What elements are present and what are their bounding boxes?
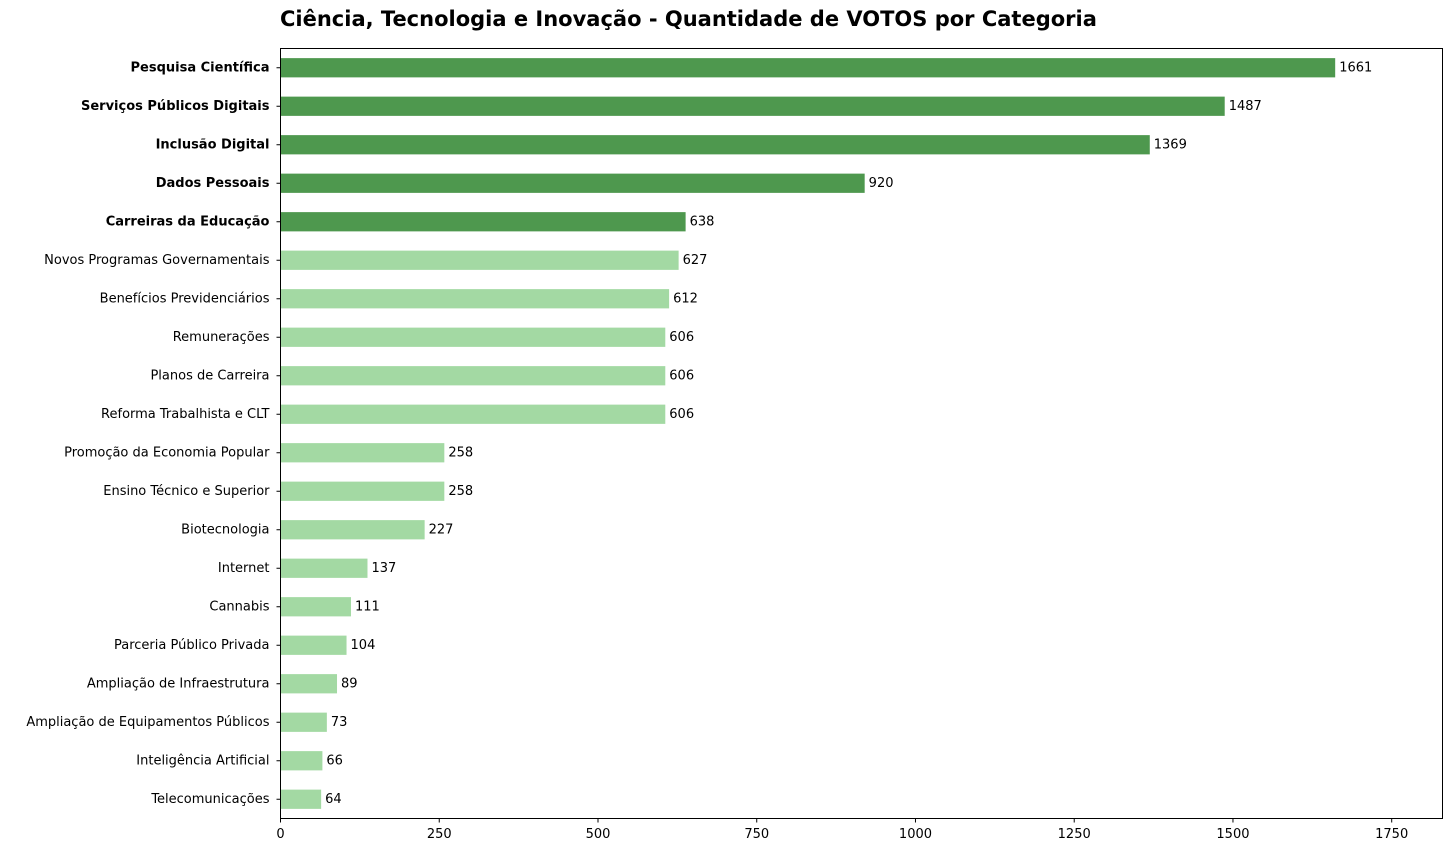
value-label: 258: [448, 484, 473, 499]
value-label: 612: [673, 291, 698, 306]
x-tick-label: 0: [276, 827, 284, 842]
category-label: Novos Programas Governamentais: [44, 253, 270, 268]
category-label: Internet: [218, 561, 270, 576]
category-label: Ampliação de Equipamentos Públicos: [26, 715, 269, 730]
plot-frame: [280, 48, 1443, 819]
category-label: Biotecnologia: [181, 522, 269, 537]
bar: [280, 674, 338, 694]
category-label: Inclusão Digital: [156, 137, 270, 152]
category-label: Promoção da Economia Popular: [64, 445, 270, 460]
bar: [280, 597, 351, 617]
value-label: 66: [326, 753, 343, 768]
x-tick-label: 1000: [899, 827, 932, 842]
x-tick-label: 1500: [1216, 827, 1249, 842]
bar: [280, 96, 1225, 116]
value-label: 89: [341, 676, 358, 691]
bar: [280, 327, 666, 347]
x-tick-label: 250: [427, 827, 452, 842]
bar: [280, 712, 327, 732]
bar: [280, 366, 666, 386]
x-axis: 0 250 500 750 1000 1250 1500 1750: [276, 67, 1408, 842]
value-label: 1487: [1229, 99, 1262, 114]
value-label: 1661: [1339, 60, 1372, 75]
bar: [280, 404, 666, 424]
bar: [280, 443, 445, 463]
bars-layer: [280, 58, 1336, 809]
category-label: Serviços Públicos Digitais: [81, 99, 270, 114]
chart-title: Ciência, Tecnologia e Inovação - Quantid…: [280, 7, 1097, 31]
x-tick-label: 500: [586, 827, 611, 842]
category-label: Planos de Carreira: [150, 368, 269, 383]
value-label: 627: [683, 253, 708, 268]
category-label: Telecomunicações: [150, 792, 269, 807]
x-tick-label: 750: [744, 827, 769, 842]
value-label: 1369: [1154, 137, 1187, 152]
category-label: Ensino Técnico e Superior: [103, 484, 270, 499]
value-label: 606: [669, 330, 694, 345]
category-label: Pesquisa Científica: [131, 60, 270, 75]
value-label: 606: [669, 368, 694, 383]
category-label: Ampliação de Infraestrutura: [87, 676, 270, 691]
bar: [280, 558, 368, 578]
bar: [280, 58, 1336, 78]
category-label: Remunerações: [173, 330, 270, 345]
category-label: Parceria Público Privada: [114, 638, 270, 653]
bar: [280, 173, 865, 193]
value-label: 104: [351, 638, 376, 653]
bar: [280, 520, 425, 540]
value-label: 111: [355, 599, 380, 614]
category-label: Inteligência Artificial: [136, 753, 269, 768]
value-label: 258: [448, 445, 473, 460]
bar: [280, 135, 1150, 155]
category-label: Cannabis: [209, 599, 269, 614]
bar: [280, 481, 445, 501]
bar: [280, 212, 686, 232]
bar: [280, 289, 670, 309]
bar: [280, 250, 679, 270]
category-label: Benefícios Previdenciários: [100, 291, 270, 306]
value-labels: 1661 1487 1369 920 638 627 612 606 606 606 258 258 2…: [325, 60, 1372, 807]
x-tick-label: 1250: [1058, 827, 1091, 842]
value-label: 137: [371, 561, 396, 576]
category-labels: Pesquisa Científica Serviços Públicos Dig…: [26, 60, 270, 807]
value-label: 73: [331, 715, 348, 730]
value-label: 638: [690, 214, 715, 229]
value-label: 606: [669, 407, 694, 422]
category-label: Carreiras da Educação: [106, 214, 270, 229]
category-label: Reforma Trabalhista e CLT: [101, 407, 270, 422]
value-label: 64: [325, 792, 342, 807]
bar: [280, 789, 322, 809]
bar: [280, 751, 323, 771]
x-tick-label: 1750: [1375, 827, 1408, 842]
value-label: 920: [869, 176, 894, 191]
value-label: 227: [429, 522, 454, 537]
category-label: Dados Pessoais: [156, 176, 270, 191]
bar: [280, 635, 347, 655]
